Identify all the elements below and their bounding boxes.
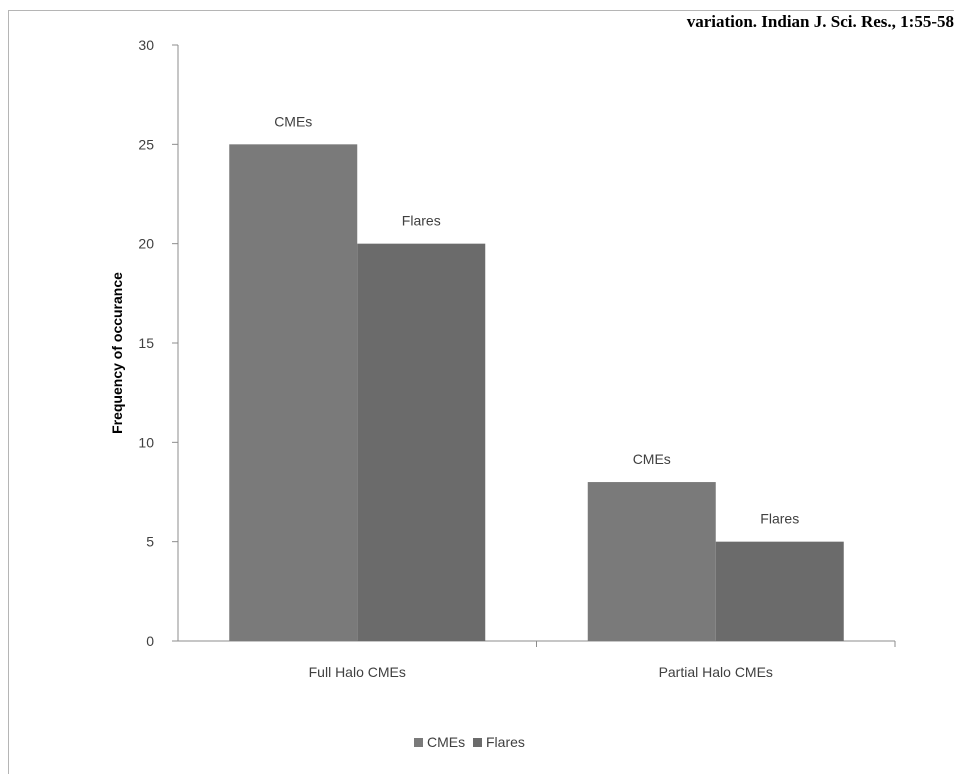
bar-flares-1 — [715, 541, 844, 641]
category-label: Partial Halo CMEs — [659, 664, 773, 680]
labels: CMEs Flares Full Halo CMEs CMEs Flares Partia… — [274, 113, 799, 680]
legend-swatch-cmes — [414, 738, 423, 747]
y-tick-label: 10 — [138, 434, 154, 450]
y-tick-label: 25 — [138, 136, 154, 152]
bars — [229, 144, 844, 642]
legend-swatch-flares — [473, 738, 482, 747]
y-tick-label: 0 — [146, 633, 154, 649]
category-label: Full Halo CMEs — [309, 664, 406, 680]
legend-label-cmes: CMEs — [427, 734, 465, 750]
data-label: CMEs — [274, 113, 312, 129]
y-axis-title: Frequency of occurance — [109, 272, 125, 434]
y-tick-label: 5 — [146, 534, 154, 550]
y-tick-label: 15 — [138, 335, 154, 351]
chart-frame — [8, 10, 954, 774]
y-tick-label: 30 — [138, 37, 154, 53]
legend: CMEs Flares — [414, 734, 525, 750]
data-label: Flares — [760, 511, 799, 527]
y-tick-label: 20 — [138, 236, 154, 252]
bar-cmes-1 — [587, 482, 716, 641]
bar-cmes-0 — [229, 144, 358, 642]
citation-header: variation. Indian J. Sci. Res., 1:55-58 — [686, 12, 954, 31]
axes: 0 5 10 15 20 25 30 Frequency of occurance — [109, 37, 896, 649]
bar-flares-0 — [357, 243, 486, 641]
legend-label-flares: Flares — [486, 734, 525, 750]
data-label: CMEs — [633, 451, 671, 467]
data-label: Flares — [402, 213, 441, 229]
